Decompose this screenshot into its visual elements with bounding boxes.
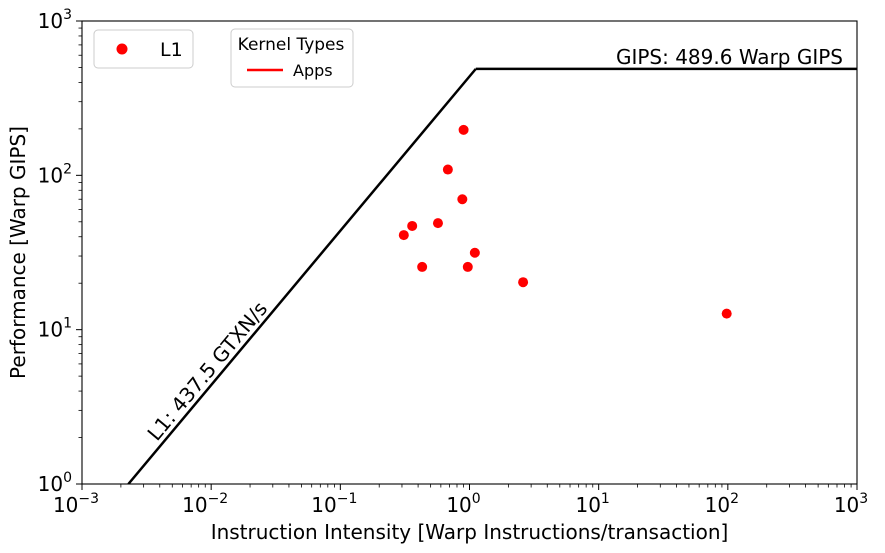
peak-roof-label: GIPS: 489.6 Warp GIPS	[616, 45, 843, 69]
data-point	[721, 308, 732, 319]
x-axis-label: Instruction Intensity [Warp Instructions…	[211, 520, 729, 544]
y-tick-label: 101	[38, 316, 72, 342]
legend-series: L1	[93, 29, 194, 69]
x-tick-label: 103	[834, 491, 868, 517]
legend-apps-label: Apps	[293, 61, 333, 80]
x-tick-label: 101	[575, 491, 609, 517]
data-point	[462, 261, 473, 272]
legend-kernel-types-box	[230, 28, 354, 88]
data-points-layer	[398, 124, 732, 319]
legend-series-marker	[116, 43, 128, 55]
plot-border	[81, 20, 858, 485]
x-tick-label: 10−2	[182, 491, 228, 517]
data-point	[417, 261, 428, 272]
y-axis-ticks: 100 101 102 103	[38, 7, 82, 496]
data-point	[442, 164, 453, 175]
bandwidth-roof-label: L1: 437.5 GTXN/s	[142, 297, 272, 445]
x-tick-label: 100	[446, 491, 480, 517]
y-axis-label: Performance [Warp GIPS]	[6, 126, 30, 379]
x-tick-label: 10−1	[311, 491, 357, 517]
y-tick-label: 103	[38, 7, 72, 33]
data-point	[432, 218, 443, 229]
data-point	[518, 277, 529, 288]
x-tick-label: 102	[705, 491, 739, 517]
x-tick-label: 10−3	[53, 491, 99, 517]
data-point	[398, 230, 409, 241]
data-point	[469, 247, 480, 258]
y-tick-label: 100	[38, 470, 72, 496]
data-point	[458, 124, 469, 135]
legend-series-box	[93, 29, 194, 69]
legend-kernel-types-title: Kernel Types	[238, 35, 345, 55]
plot-frame	[81, 20, 858, 485]
x-axis-ticks: 10−3 10−2 10−1 100 101 102 103	[53, 484, 868, 517]
y-tick-label: 102	[38, 161, 72, 187]
data-point	[457, 194, 468, 205]
data-point	[407, 220, 418, 231]
roofline-layer	[127, 67, 857, 484]
bandwidth-roof-line	[127, 68, 477, 484]
legend-kernel-types: Kernel Types Apps	[230, 28, 354, 88]
legend-series-label: L1	[160, 39, 183, 61]
